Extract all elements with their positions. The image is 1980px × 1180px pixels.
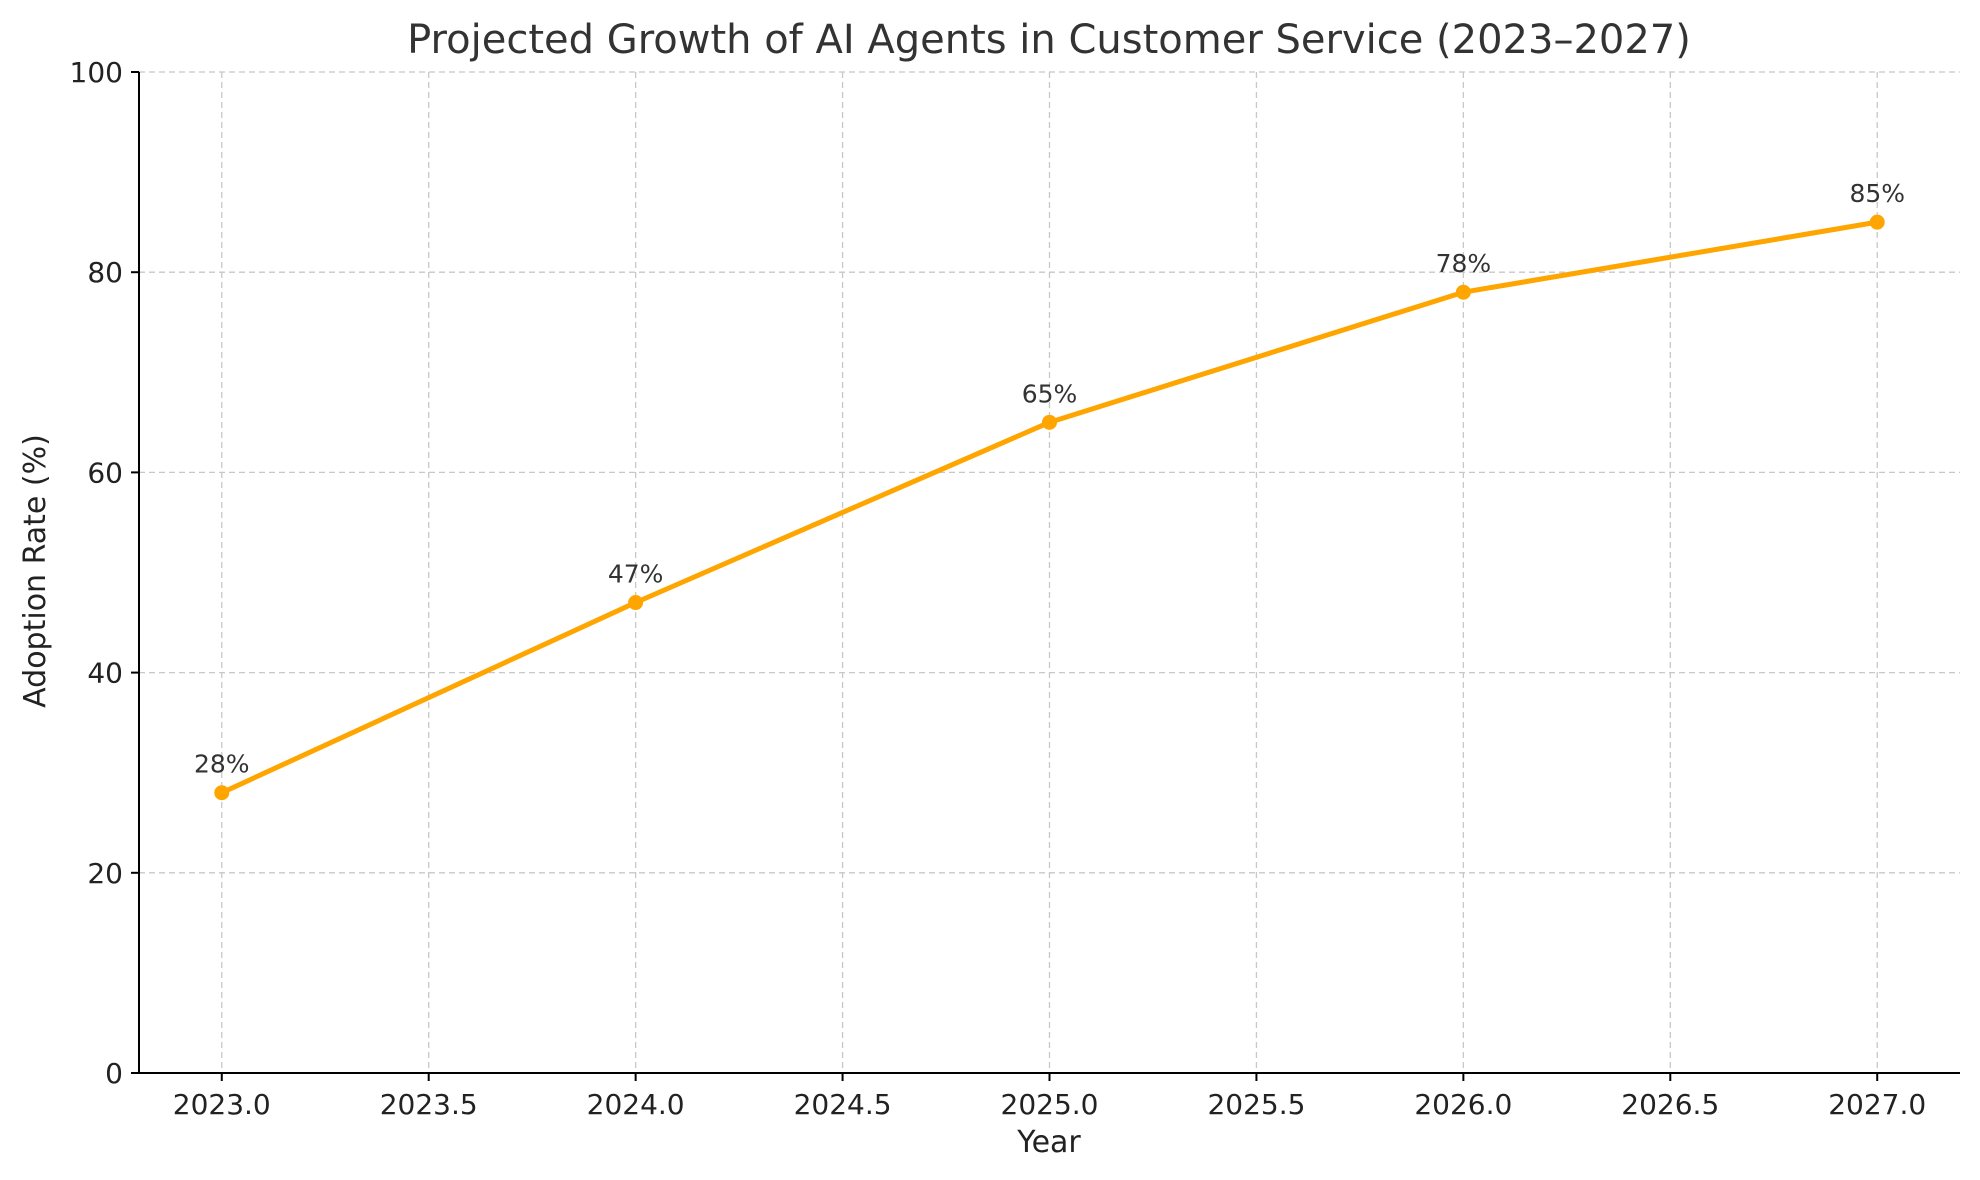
y-tick-label: 40 (87, 657, 123, 690)
data-label: 28% (194, 750, 250, 779)
x-tick-label: 2026.5 (1621, 1088, 1719, 1121)
x-tick-label: 2027.0 (1828, 1088, 1926, 1121)
data-label: 78% (1436, 249, 1492, 278)
data-point (1869, 214, 1885, 230)
y-axis-label: Adoption Rate (%) (18, 434, 53, 708)
x-axis-label: Year (1016, 1125, 1081, 1160)
data-labels: 28% 47% 65% 78% 85% (194, 179, 1905, 779)
data-label: 85% (1849, 179, 1905, 208)
data-point (1455, 284, 1471, 300)
x-tick-label: 2025.5 (1207, 1088, 1305, 1121)
y-tick-label: 20 (87, 857, 123, 890)
data-label: 47% (608, 560, 664, 589)
data-point (1042, 414, 1057, 430)
x-tick-label: 2024.5 (794, 1088, 892, 1121)
y-axis-ticks: 0 20 40 60 80 100 (70, 56, 139, 1090)
data-point (214, 785, 230, 801)
y-tick-label: 60 (87, 456, 123, 489)
y-tick-label: 100 (70, 56, 123, 89)
grid (139, 71, 1960, 1074)
y-tick-label: 80 (87, 256, 123, 289)
x-axis-ticks: 2023.0 2023.5 2024.0 2024.5 2025.0 2025.5 2026… (173, 1073, 1926, 1121)
series-layer (214, 214, 1885, 801)
x-tick-label: 2026.0 (1414, 1088, 1512, 1121)
chart-title: Projected Growth of AI Agents in Custome… (407, 17, 1691, 63)
x-tick-label: 2023.0 (173, 1088, 271, 1121)
data-label: 65% (1022, 379, 1078, 408)
x-tick-label: 2023.5 (380, 1088, 478, 1121)
x-tick-label: 2025.0 (1001, 1088, 1099, 1121)
x-tick-label: 2024.0 (587, 1088, 685, 1121)
y-tick-label: 0 (105, 1057, 123, 1090)
data-point (628, 595, 644, 611)
